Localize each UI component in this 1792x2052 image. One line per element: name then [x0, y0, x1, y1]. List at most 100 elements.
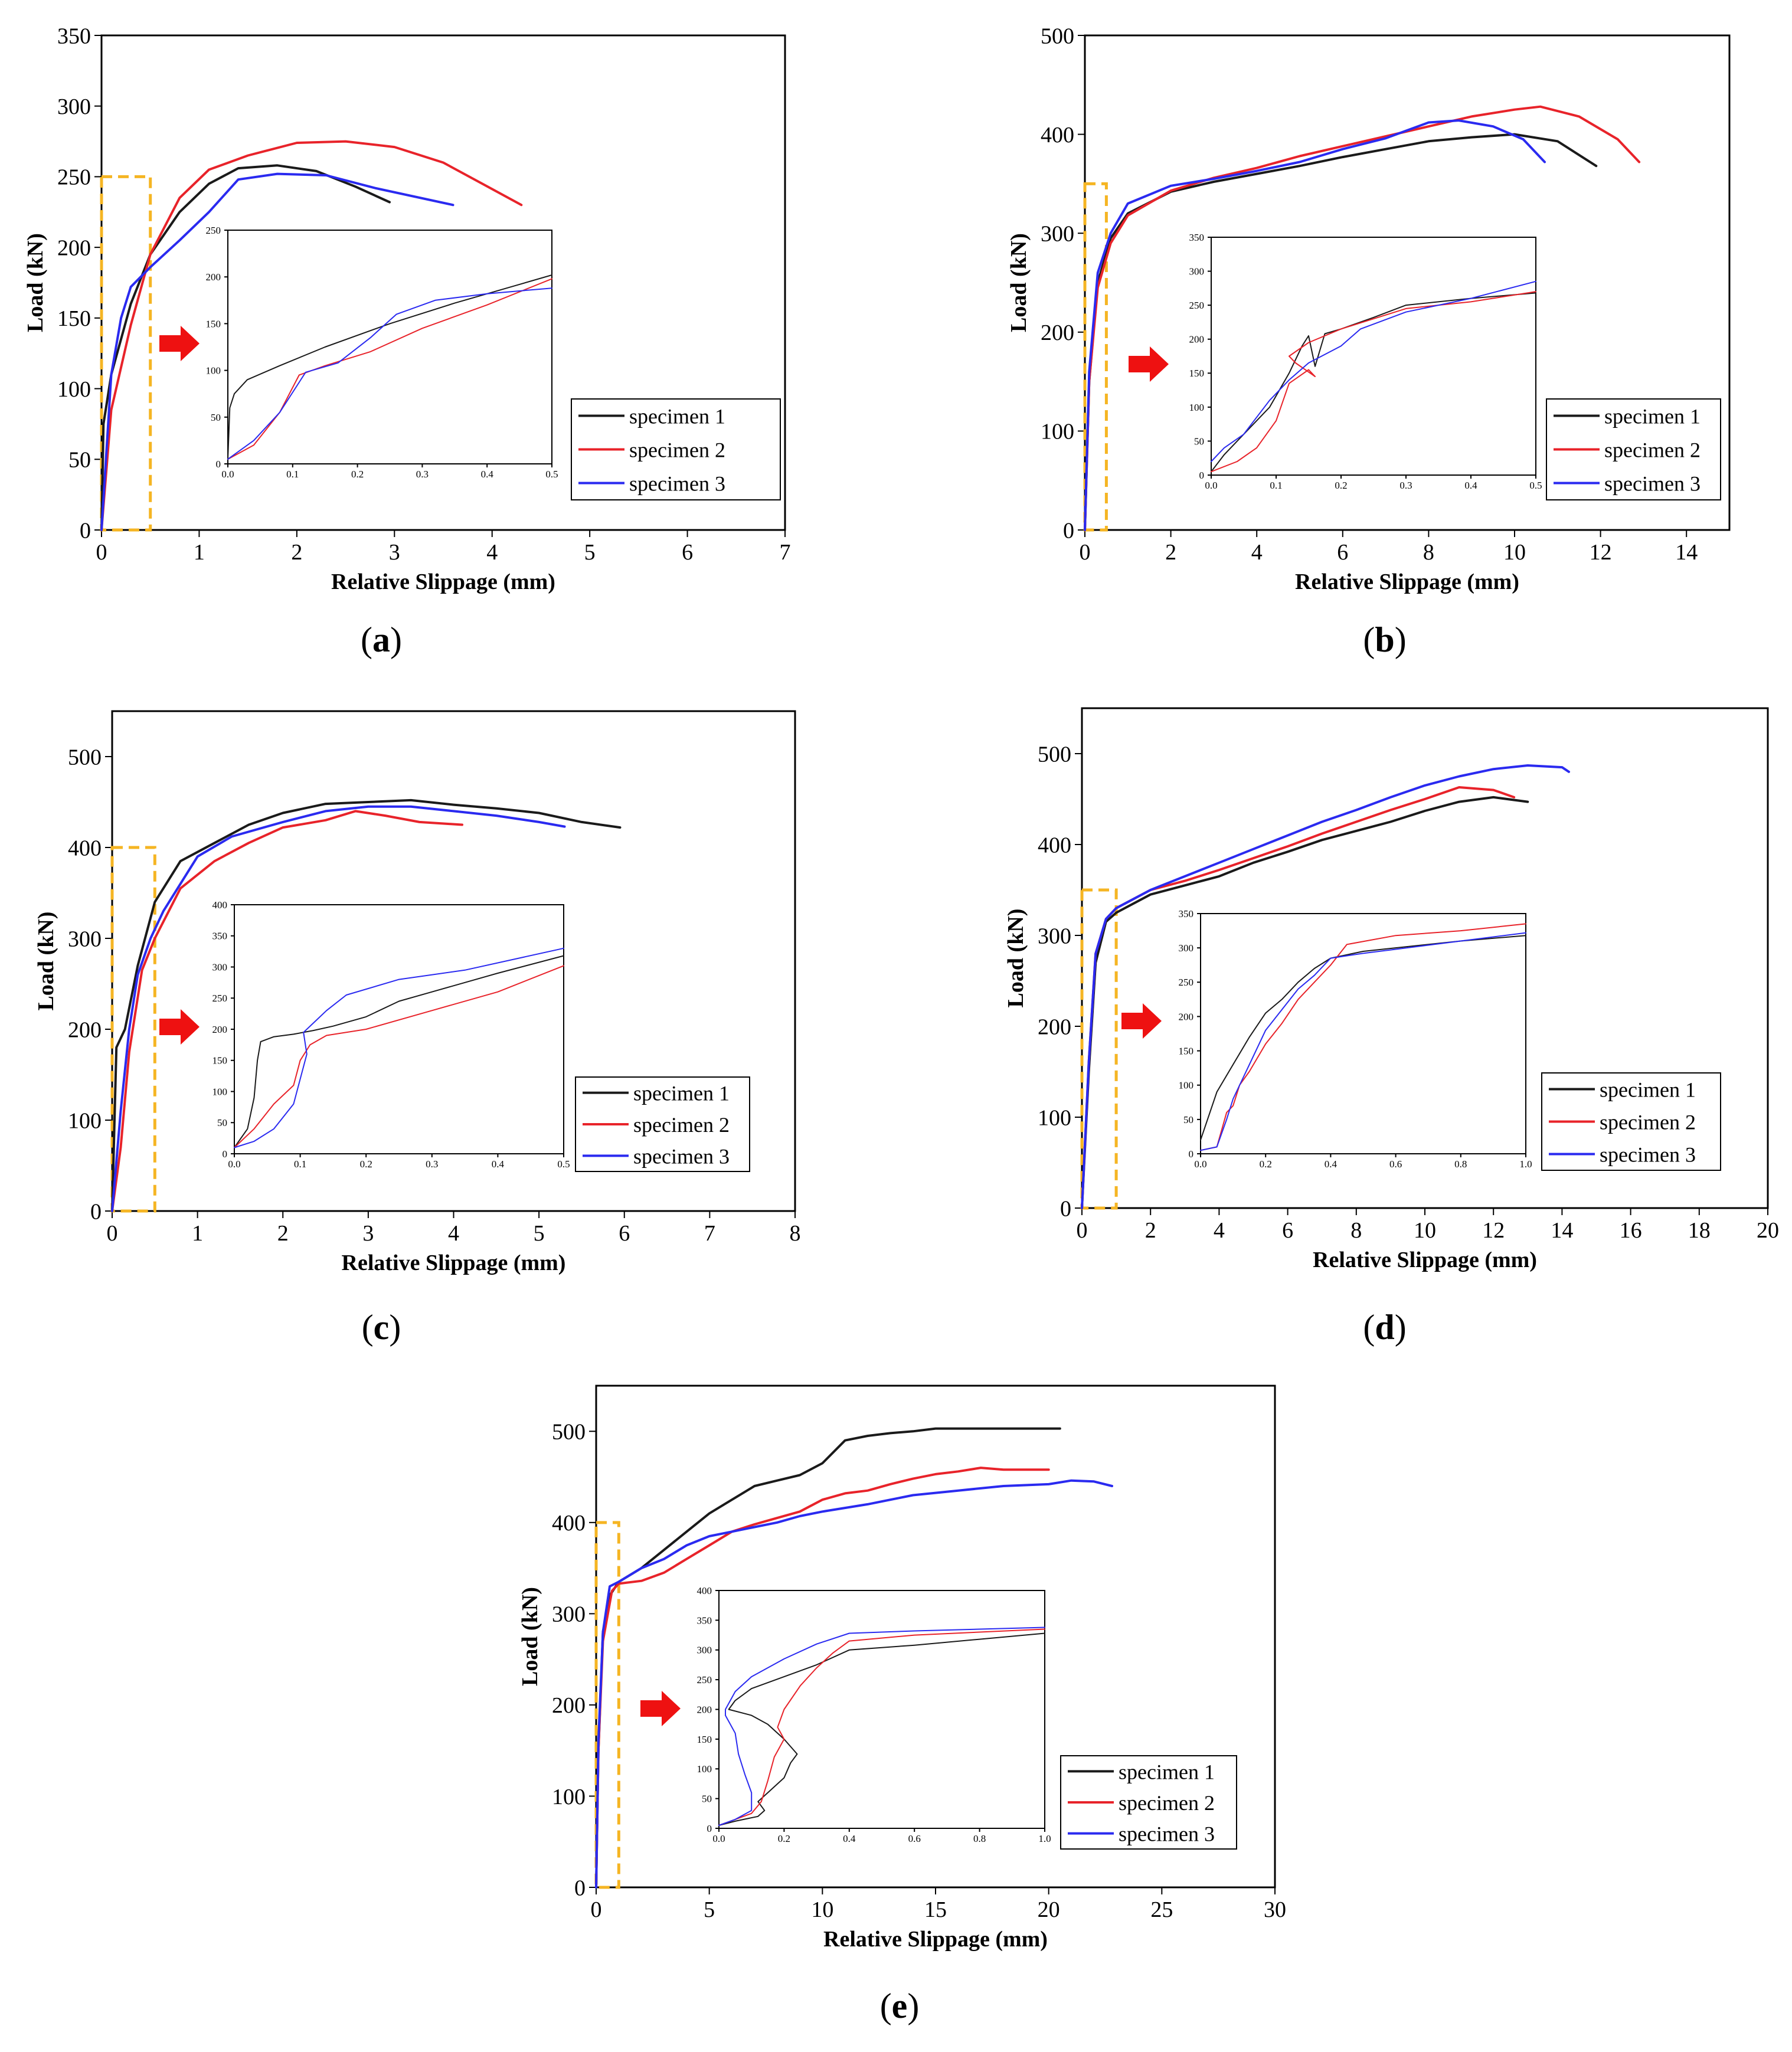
inset-e-x-tick-label: 1.0: [1038, 1833, 1051, 1844]
inset-line-specimen-3: [1211, 280, 1536, 462]
series-line-specimen-2: [100, 140, 523, 531]
inset-e-x-tick-label: 0.8: [973, 1833, 986, 1844]
chart-a: 0 1 2 3 4 5 6 7 0 50 100 150 200 250 300 350 Relative Sl…: [23, 24, 791, 594]
inset-e-y-tick-label: 50: [702, 1794, 712, 1805]
inset-a-y-tick-label: 0: [216, 459, 221, 470]
zoom-region-box: [594, 1521, 620, 1889]
inset-line-specimen-2: [1211, 291, 1536, 473]
chart-d-x-tick-label: 2: [1145, 1218, 1156, 1243]
inset-d-y-tick-label: 150: [1179, 1046, 1194, 1057]
legend-label-specimen-3: specimen 3: [1600, 1143, 1696, 1167]
chart-e-x-tick-label: 15: [924, 1897, 947, 1922]
y-axis-title: Load (kN): [23, 233, 48, 332]
inset-c-x-tick-label: 0.3: [426, 1158, 438, 1170]
chart-d-y-tick-label: 300: [1038, 924, 1071, 948]
chart-a-y-tick-label: 300: [57, 94, 91, 119]
chart-a-x-tick-label: 6: [682, 540, 693, 565]
chart-d-x-tick-label: 0: [1077, 1218, 1088, 1243]
inset-a-y-tick-label: 150: [206, 318, 221, 329]
inset-c-y-tick-label: 100: [212, 1086, 228, 1097]
inset-a-x-tick-label: 0.5: [545, 469, 558, 480]
chart-a-y-tick-label: 0: [80, 518, 91, 543]
chart-c-x-tick-label: 6: [619, 1221, 630, 1246]
series-line-specimen-3: [100, 172, 454, 531]
panel-caption-e: (e): [879, 1986, 920, 2025]
chart-d-x-tick-label: 12: [1482, 1218, 1505, 1243]
inset-c-y-tick-label: 250: [212, 993, 228, 1004]
legend-label-specimen-2: specimen 2: [1119, 1791, 1215, 1815]
chart-a-y-tick-label: 100: [57, 377, 91, 402]
inset-d-y-tick-label: 50: [1183, 1114, 1193, 1125]
inset-a-x-tick-label: 0.0: [221, 469, 234, 480]
chart-a-x-tick-label: 3: [389, 540, 400, 565]
arrow-icon: [159, 326, 200, 361]
inset-d-x-tick-label: 0.4: [1325, 1158, 1338, 1170]
series-line-specimen-3: [595, 1479, 1113, 1889]
panel-caption-a: (a): [361, 620, 402, 659]
chart-e-y-tick-label: 500: [552, 1420, 586, 1445]
chart-b-x-tick-label: 4: [1251, 540, 1263, 565]
y-axis-title: Load (kN): [1003, 909, 1028, 1008]
inset-e-y-tick-label: 200: [697, 1704, 712, 1715]
arrow-icon: [1129, 346, 1169, 382]
inset-c-y-tick-label: 50: [217, 1117, 227, 1128]
chart-b-y-tick-label: 500: [1041, 24, 1074, 48]
chart-e-x-tick-label: 25: [1150, 1897, 1173, 1922]
chart-a-y-tick-label: 250: [57, 165, 91, 190]
chart-d-x-tick-label: 4: [1214, 1218, 1225, 1243]
chart-c-y-tick-label: 0: [90, 1199, 102, 1224]
chart-c-x-tick-label: 8: [790, 1221, 801, 1246]
chart-b-x-tick-label: 14: [1675, 540, 1698, 565]
legend-label-specimen-3: specimen 3: [1604, 472, 1701, 496]
chart-b-x-tick-label: 12: [1590, 540, 1612, 565]
series-line-specimen-1: [1081, 796, 1529, 1209]
inset-line-specimen-1: [1211, 292, 1536, 473]
chart-d-x-tick-label: 20: [1757, 1218, 1779, 1243]
x-axis-title: Relative Slippage (mm): [342, 1251, 566, 1275]
chart-b-y-tick-label: 300: [1041, 222, 1074, 247]
inset-a-x-tick-label: 0.3: [416, 469, 429, 480]
inset-line-specimen-2: [234, 965, 564, 1148]
inset-b-x-tick-label: 0.4: [1464, 480, 1477, 491]
chart-e-y-tick-label: 400: [552, 1511, 586, 1536]
inset-e-x-tick-label: 0.0: [712, 1833, 725, 1844]
chart-c-x-tick-label: 2: [277, 1221, 289, 1246]
inset-d-x-tick-label: 1.0: [1519, 1158, 1532, 1170]
legend-label-specimen-1: specimen 1: [1600, 1078, 1696, 1102]
panel-caption-c: (c): [361, 1308, 401, 1347]
chart-d-y-tick-label: 500: [1038, 742, 1071, 767]
inset-line-specimen-1: [718, 1632, 1045, 1826]
chart-e-y-tick-label: 200: [552, 1693, 586, 1718]
chart-d-x-tick-label: 8: [1350, 1218, 1362, 1243]
chart-e-y-tick-label: 0: [574, 1876, 586, 1900]
legend-label-specimen-1: specimen 1: [1119, 1760, 1215, 1783]
series-line-specimen-3: [111, 805, 566, 1212]
chart-a-y-tick-label: 200: [57, 235, 91, 260]
inset-a-y-tick-label: 250: [206, 225, 221, 236]
series-line-specimen-2: [111, 810, 463, 1212]
chart-b-x-tick-label: 8: [1423, 540, 1434, 565]
chart-a-x-tick-label: 2: [291, 540, 302, 565]
panel-caption-d: (d): [1363, 1308, 1407, 1347]
chart-b-x-tick-label: 10: [1503, 540, 1526, 565]
chart-e-x-tick-label: 20: [1038, 1897, 1060, 1922]
inset-a-y-tick-label: 200: [206, 271, 221, 283]
inset-c-x-tick-label: 0.5: [557, 1158, 570, 1170]
inset-d-y-tick-label: 250: [1179, 977, 1194, 988]
legend-label-specimen-3: specimen 3: [629, 472, 725, 496]
inset-line-specimen-3: [234, 947, 564, 1148]
inset-b-y-tick-label: 0: [1199, 470, 1205, 481]
chart-d-x-tick-label: 6: [1282, 1218, 1293, 1243]
inset-b-y-tick-label: 50: [1194, 436, 1204, 447]
chart-a-y-tick-label: 350: [57, 24, 91, 48]
inset-line-specimen-2: [1200, 923, 1526, 1151]
inset-b-x-tick-label: 0.0: [1205, 480, 1217, 491]
chart-a-y-tick-label: 50: [68, 448, 91, 473]
chart-d-x-tick-label: 14: [1551, 1218, 1573, 1243]
arrow-icon: [1121, 1003, 1162, 1039]
chart-d-x-tick-label: 18: [1688, 1218, 1711, 1243]
inset-d-y-tick-label: 300: [1179, 942, 1194, 954]
chart-d-x-tick-label: 16: [1620, 1218, 1642, 1243]
inset-d-y-tick-label: 200: [1179, 1011, 1194, 1022]
